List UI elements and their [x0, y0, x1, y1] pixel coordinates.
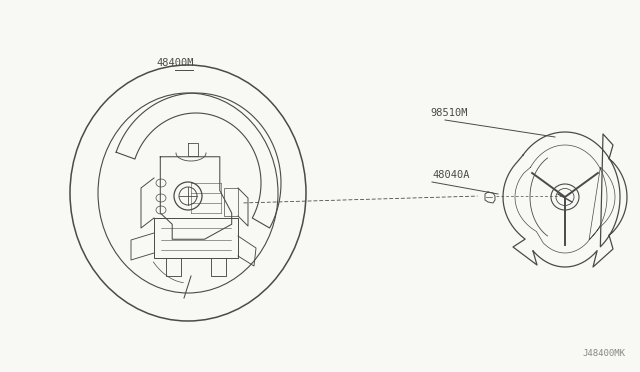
Text: 48040A: 48040A [432, 170, 470, 180]
Text: 98510M: 98510M [430, 108, 467, 118]
Text: 48400M: 48400M [156, 58, 194, 68]
Bar [224, 188, 238, 216]
Text: J48400MK: J48400MK [582, 349, 625, 358]
